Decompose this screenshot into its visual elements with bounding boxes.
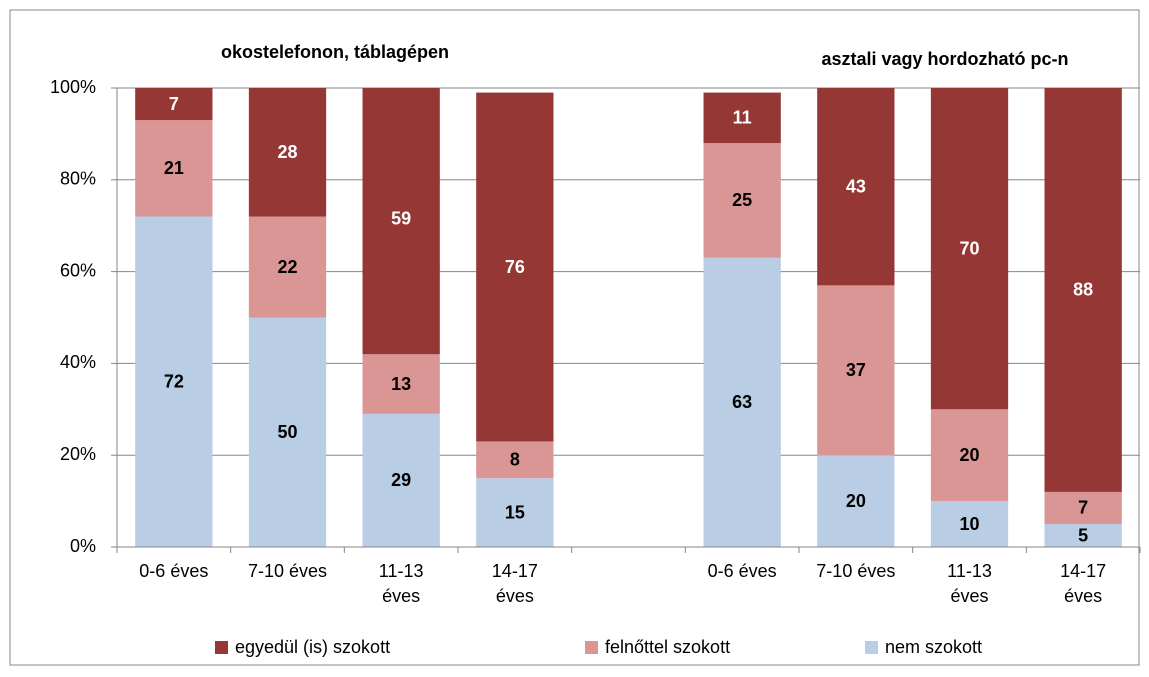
bar-segment — [135, 88, 213, 121]
x-tick-label: 14-17 éves — [1060, 561, 1107, 606]
legend-label: egyedül (is) szokott — [235, 637, 390, 657]
bar-segment — [476, 92, 554, 442]
y-tick-label: 100% — [50, 77, 96, 97]
data-label: 8 — [510, 450, 520, 470]
bar-segment — [476, 478, 554, 547]
bar-segment — [476, 441, 554, 479]
data-label: 70 — [959, 238, 979, 258]
bar-segment — [930, 409, 1009, 502]
data-label: 50 — [277, 422, 297, 442]
y-tick-label: 20% — [60, 444, 96, 464]
data-label: 13 — [391, 374, 411, 394]
x-tick-label: 14-17 éves — [491, 561, 538, 606]
bar-segment — [703, 92, 781, 144]
bar-segment — [1044, 491, 1122, 525]
bar-segment — [248, 317, 327, 547]
x-tick-label: 11-13 éves — [947, 561, 992, 606]
bar-segment — [362, 354, 440, 414]
legend-swatch — [865, 641, 878, 654]
bar-segment — [1044, 524, 1122, 547]
bar-segment — [817, 455, 895, 547]
data-label: 10 — [959, 514, 979, 534]
bar-segment — [703, 143, 781, 258]
data-label: 25 — [732, 190, 752, 210]
data-label: 63 — [732, 392, 752, 412]
data-label: 20 — [959, 445, 979, 465]
bar-segment — [930, 88, 1009, 410]
data-label: 37 — [846, 360, 866, 380]
data-label: 28 — [277, 142, 297, 162]
y-tick-label: 0% — [70, 536, 96, 556]
bar-segment — [817, 285, 895, 456]
legend-label: nem szokott — [885, 637, 982, 657]
bar-segment — [930, 501, 1009, 547]
y-tick-label: 60% — [60, 260, 96, 280]
data-label: 59 — [391, 209, 411, 229]
bar-segment — [362, 413, 440, 547]
data-label: 7 — [1078, 498, 1088, 518]
data-label: 7 — [169, 94, 179, 114]
group-title: asztali vagy hordozható pc-n — [821, 49, 1068, 69]
data-label: 76 — [505, 257, 525, 277]
y-tick-label: 40% — [60, 352, 96, 372]
data-label: 43 — [846, 176, 866, 196]
x-tick-label: 7-10 éves — [247, 561, 328, 581]
data-label: 5 — [1078, 525, 1088, 545]
bar-segment — [135, 216, 213, 547]
bar-segment — [362, 88, 440, 355]
bar-segment — [248, 88, 327, 217]
data-label: 22 — [277, 257, 297, 277]
legend-swatch — [585, 641, 598, 654]
data-label: 15 — [505, 502, 525, 522]
bar-segment — [703, 257, 781, 547]
data-label: 21 — [164, 158, 184, 178]
bar-segment — [135, 120, 213, 217]
group-title: okostelefonon, táblagépen — [221, 42, 449, 62]
data-label: 29 — [391, 470, 411, 490]
bar-segment — [248, 216, 327, 318]
legend-swatch — [215, 641, 228, 654]
data-label: 20 — [846, 491, 866, 511]
legend-label: felnőttel szokott — [605, 637, 730, 657]
y-tick-label: 80% — [60, 169, 96, 189]
bar-segment — [817, 88, 895, 286]
x-tick-label: 11-13 éves — [378, 561, 424, 606]
bar-segment — [1044, 88, 1122, 492]
x-tick-label: 0-6 éves — [139, 561, 209, 581]
data-label: 72 — [164, 372, 184, 392]
x-tick-label: 7-10 éves — [816, 561, 896, 581]
x-tick-label: 0-6 éves — [707, 561, 777, 581]
data-label: 11 — [733, 108, 752, 128]
data-label: 88 — [1073, 280, 1093, 300]
